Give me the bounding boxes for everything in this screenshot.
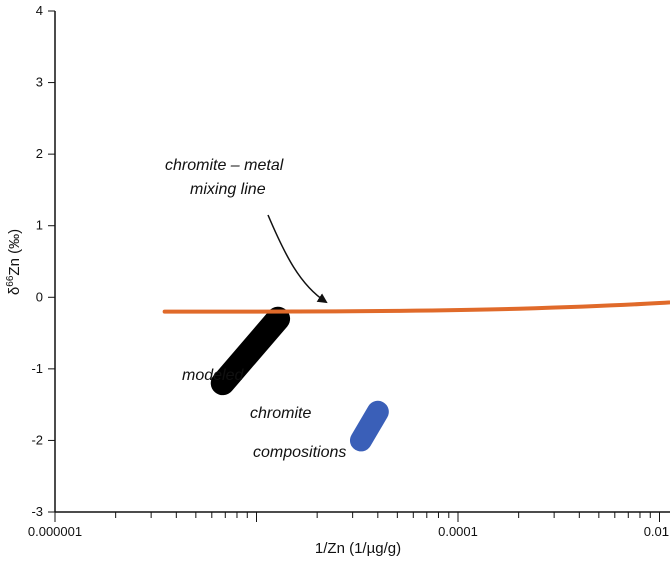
y-tick-label: -3	[31, 504, 43, 519]
annotation-arrow	[267, 214, 328, 304]
y-tick-label: 3	[36, 75, 43, 90]
y-axis-title: δ66Zn (‰)	[5, 229, 23, 295]
y-tick-label: 0	[36, 289, 43, 304]
annotation-mixing-line-1: chromite – metal	[165, 157, 284, 174]
y-tick-label: 4	[36, 3, 43, 18]
y-axis-title-rest: Zn (‰)	[6, 229, 23, 276]
x-tick-label: 0.0001	[438, 524, 478, 539]
x-tick-label: 1	[662, 524, 669, 539]
y-tick-label: 1	[36, 218, 43, 233]
chromite-composition-blob	[349, 400, 389, 452]
x-tick-label: 0.000001	[28, 524, 82, 539]
y-tick-label: -1	[31, 361, 43, 376]
blob-layer	[210, 306, 389, 452]
y-ticks: 4 3 2 1 0 -1 -2 -3	[31, 3, 55, 519]
x-ticks: 0.000001 0.0001 0.011	[28, 512, 669, 539]
x-tick-label: 0.01	[644, 524, 669, 539]
y-axis-title-delta: δ	[6, 287, 23, 295]
annotation-mixing-line-2: mixing line	[190, 181, 266, 198]
line-layer	[162, 300, 670, 314]
annotations: chromite – metal mixing line modeled chr…	[165, 157, 346, 461]
y-tick-label: 2	[36, 146, 43, 161]
x-axis-title: 1/Zn (1/µg/g)	[315, 540, 401, 557]
mixing-line-curve	[162, 300, 670, 314]
modeled-composition-blob	[210, 306, 291, 396]
y-axis-title-sup: 66	[5, 275, 16, 287]
annotation-chromite: chromite	[250, 405, 311, 422]
annotation-modeled: modeled	[182, 367, 244, 384]
axes	[54, 11, 670, 513]
annotation-compositions: compositions	[253, 444, 346, 461]
y-tick-label: -2	[31, 432, 43, 447]
